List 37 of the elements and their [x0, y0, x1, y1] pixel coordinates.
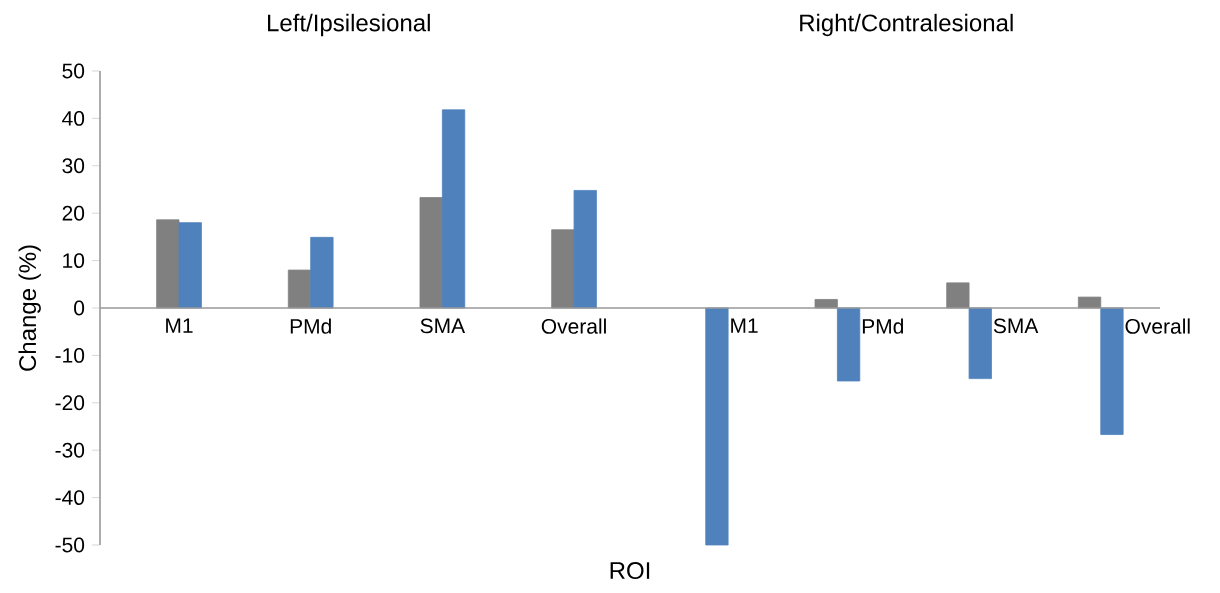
y-tick-label: 20: [62, 205, 85, 221]
x-tick-label: SMA: [993, 318, 1039, 334]
y-tick-label: -30: [55, 442, 85, 458]
y-tick-label: -40: [55, 490, 85, 506]
y-tick-label: 50: [62, 63, 85, 79]
bar: [310, 236, 334, 309]
bar: [705, 307, 729, 546]
y-tick-label: 40: [62, 110, 85, 126]
bar: [946, 282, 970, 309]
bar: [419, 197, 443, 309]
y-tick-label: -20: [55, 395, 85, 411]
x-tick-label: SMA: [420, 318, 466, 334]
y-axis-title: Change (%): [18, 245, 41, 371]
bar: [1077, 296, 1102, 309]
bar: [441, 109, 466, 309]
x-tick-label: Overall: [1125, 318, 1190, 334]
x-tick-label: PMd: [862, 318, 903, 334]
y-tick-label: 10: [63, 253, 85, 269]
y-tick-label: 0: [74, 300, 85, 316]
y-tick-label: -10: [55, 347, 85, 363]
bar: [287, 269, 312, 309]
x-tick-label: Overall: [541, 318, 606, 334]
y-tick-label: 30: [62, 158, 85, 174]
bar: [178, 222, 202, 309]
text: Right/Contralesional: [800, 13, 1013, 37]
x-tick-label: M1: [166, 318, 193, 333]
text: Left/Ipsilesional: [268, 13, 430, 37]
bar: [968, 307, 992, 380]
bar: [837, 307, 861, 382]
bar: [551, 229, 575, 309]
bar: [573, 190, 597, 309]
bar: [1100, 307, 1124, 435]
y-tick-label: -50: [55, 537, 85, 553]
x-axis-title: ROI: [610, 562, 650, 580]
x-tick-label: M1: [731, 318, 758, 333]
x-tick-label: PMd: [290, 318, 331, 334]
bar: [156, 219, 180, 309]
